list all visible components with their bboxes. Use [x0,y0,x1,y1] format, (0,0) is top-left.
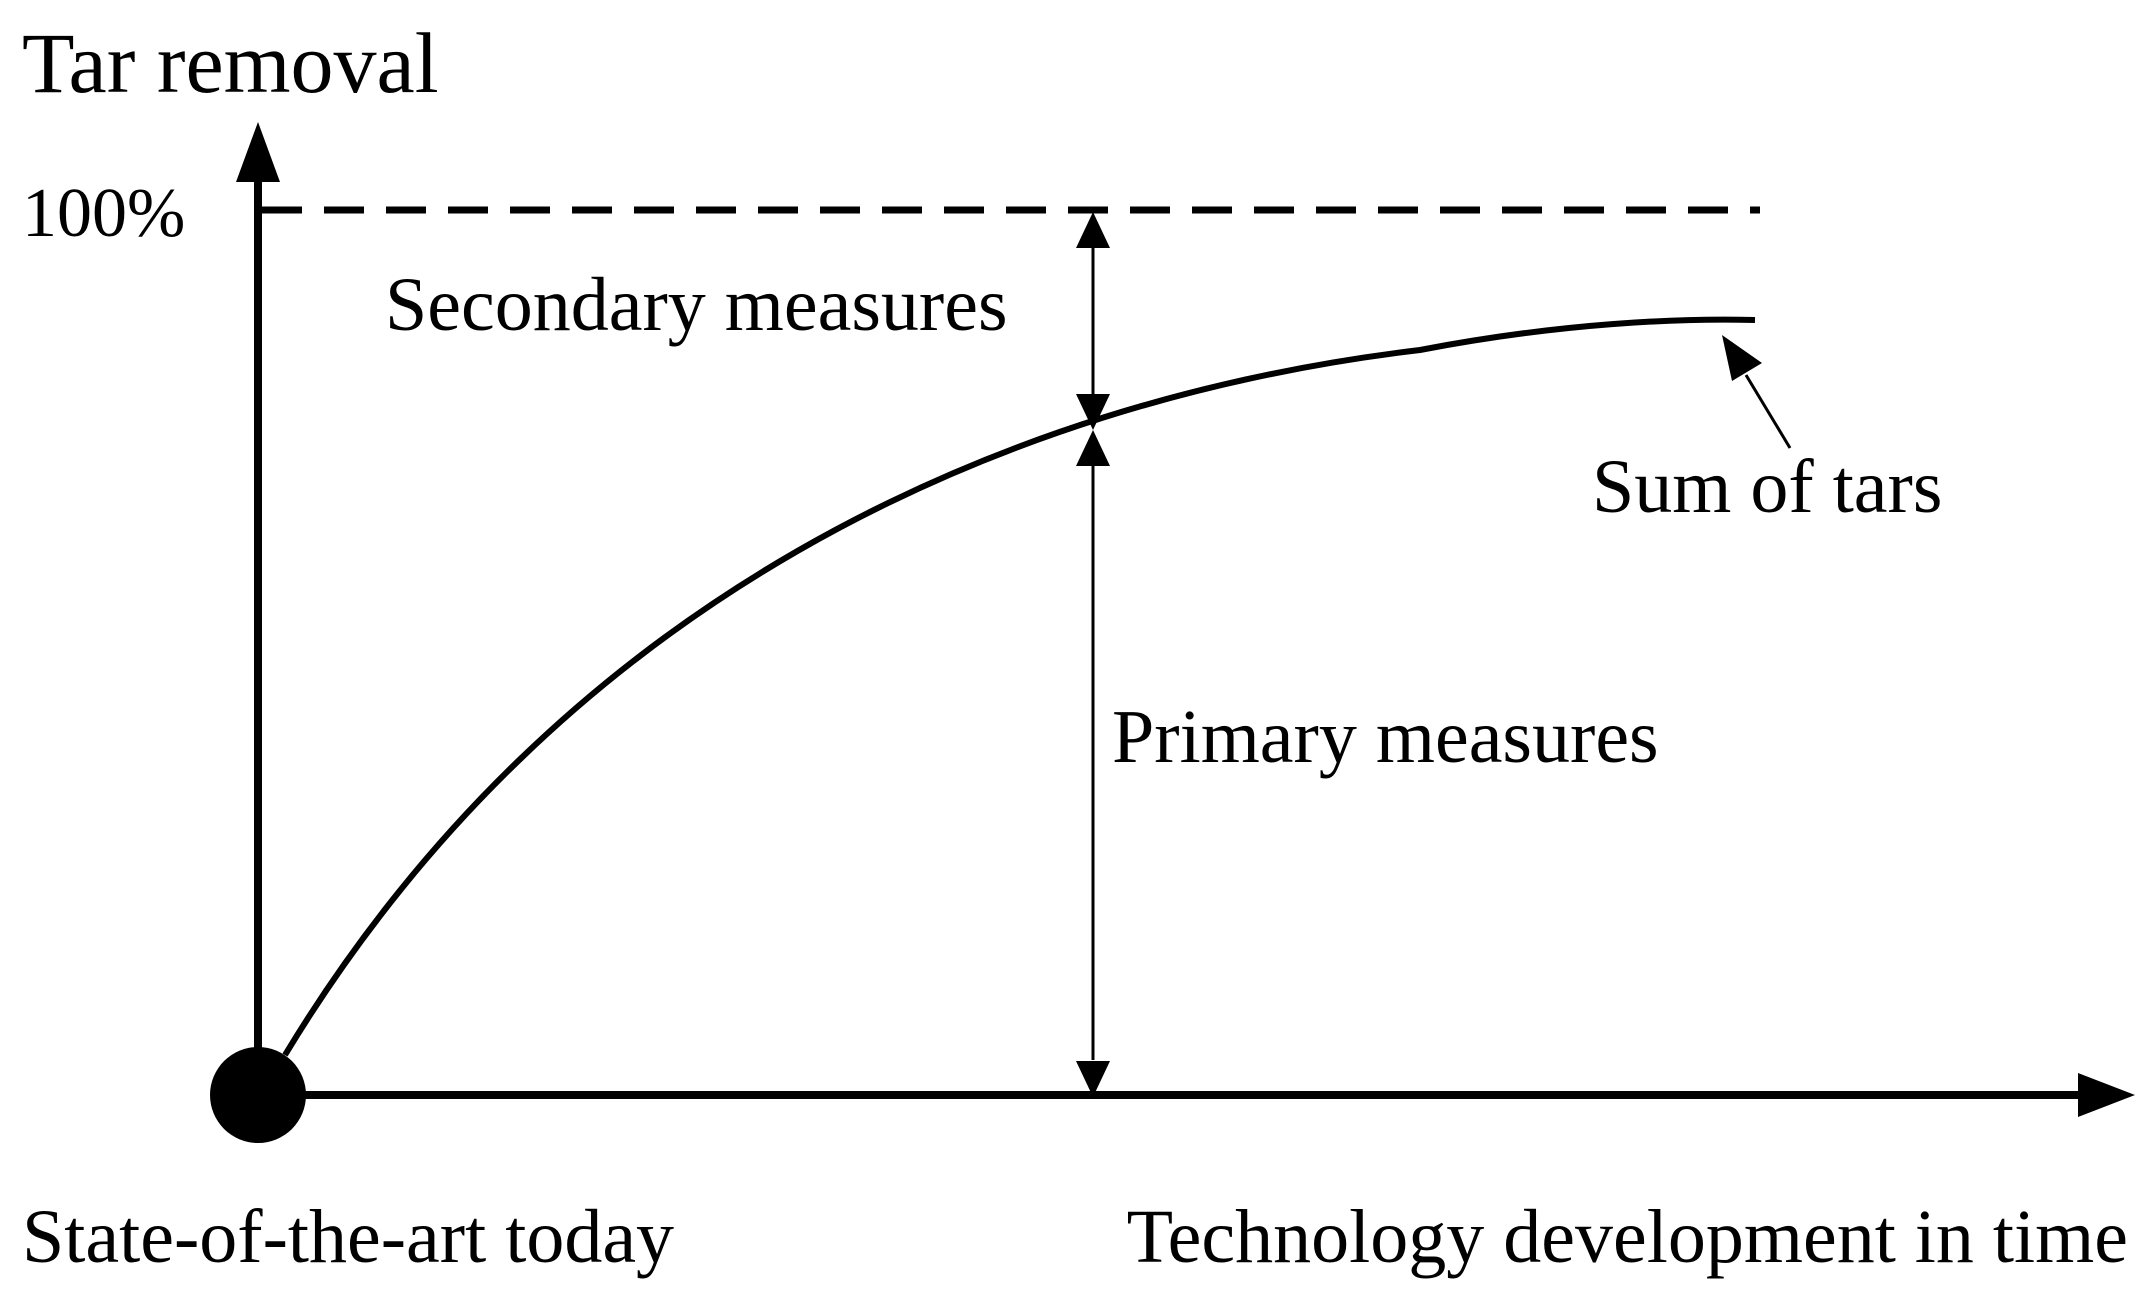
y-max-tick-label: 100% [22,175,185,252]
primary-measures-top-arrowhead [1076,430,1110,466]
primary-measures-label: Primary measures [1112,695,1659,779]
sum-of-tars-curve [282,316,1756,1057]
secondary-measures-label: Secondary measures [385,263,1008,347]
origin-dot [210,1047,306,1143]
x-origin-label: State-of-the-art today [22,1195,674,1279]
sum-of-tars-pointer-arrowhead [1722,335,1762,381]
sum-of-tars-pointer-line [1744,374,1792,449]
secondary-measures-bottom-arrowhead [1076,394,1110,430]
y-axis-arrowhead [236,122,280,182]
x-axis-arrowhead [2078,1073,2135,1117]
y-axis-title: Tar removal [22,15,439,111]
secondary-measures-top-arrowhead [1076,212,1110,248]
x-axis-title: Technology development in time [1127,1195,2128,1279]
sum-of-tars-label: Sum of tars [1592,445,1942,529]
primary-measures-bottom-arrowhead [1076,1061,1110,1097]
